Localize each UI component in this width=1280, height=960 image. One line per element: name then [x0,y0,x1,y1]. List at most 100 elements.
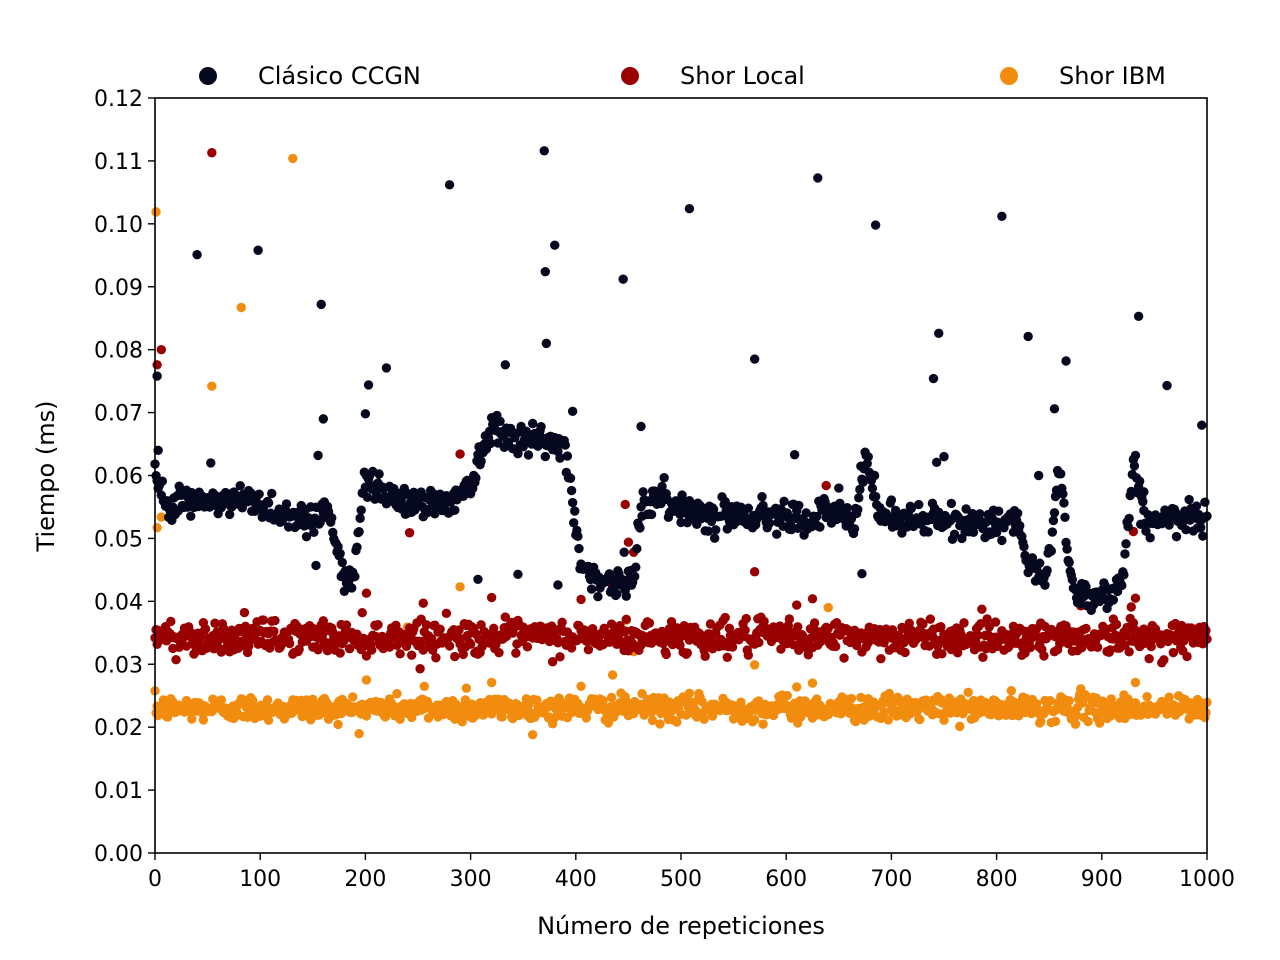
outlier-point [361,588,372,598]
data-point [994,506,1004,516]
data-point [495,416,505,426]
data-point [809,618,820,628]
data-point [1191,501,1202,511]
data-point [923,527,933,537]
data-point [1064,557,1074,568]
x-axis-ticks: 0 100 200 300 400 500 600 700 800 900 1000 [148,853,1235,892]
data-point [883,715,893,725]
outlier-point [207,148,217,158]
data-point [1198,531,1208,541]
outlier-point [823,602,833,613]
data-point [562,451,573,461]
outlier-point [576,681,586,691]
data-point [1105,645,1115,655]
data-point [557,617,567,628]
outlier-point [360,409,371,419]
outlier-point [156,512,167,522]
x-tick-label: 200 [344,867,386,892]
legend: Clásico CCGN Shor Local Shor IBM [199,62,1166,90]
data-point [1117,580,1127,591]
data-point [1040,580,1050,590]
data-point [235,481,245,491]
data-point [743,650,754,660]
data-point [606,692,617,703]
data-point [801,508,811,518]
data-point [1111,619,1122,630]
data-point [1138,496,1148,507]
data-point [782,690,792,701]
y-tick-label: 0.00 [94,842,143,867]
data-point [317,630,327,641]
data-point [216,647,226,657]
data-point [758,719,768,729]
data-point [254,489,264,499]
outlier-point [1197,420,1207,430]
data-point [1124,513,1134,524]
data-point [764,518,775,528]
data-point [354,729,364,739]
data-point [1059,498,1069,508]
data-point [858,477,868,487]
data-point [263,715,274,725]
points-layer [150,146,1212,740]
outlier-point [1162,380,1172,391]
data-point [794,500,804,511]
data-point [921,695,931,705]
outlier-point [318,414,329,424]
data-point [975,509,985,519]
data-point [621,591,631,601]
legend-marker [199,67,217,85]
data-point [1015,521,1025,531]
x-tick-label: 1000 [1179,867,1235,892]
data-point [1006,686,1017,696]
data-point [846,693,857,704]
data-point [362,492,373,503]
data-point [294,644,304,654]
data-point [997,535,1007,546]
data-point [1095,718,1105,728]
outlier-point [618,274,628,284]
data-point [1201,625,1211,636]
data-point [1121,539,1131,549]
outlier-point [156,344,167,355]
data-point [583,644,594,655]
data-point [659,473,669,483]
data-point [1120,549,1130,559]
data-point [476,456,486,466]
y-axis-ticks: 0.00 0.01 0.02 0.03 0.04 0.05 0.06 0.07 0.08 0.09… [94,87,155,867]
outlier-point [1061,356,1071,366]
outlier-point [807,678,818,688]
data-point [1119,570,1129,580]
data-point [666,616,677,627]
data-point [925,614,936,624]
y-tick-label: 0.07 [94,402,143,427]
outlier-point [684,204,695,214]
outlier-point [363,380,374,390]
y-tick-label: 0.10 [94,213,143,238]
data-point [570,506,580,516]
data-point [1195,522,1206,533]
data-point [327,513,337,523]
outlier-point [486,592,497,603]
data-point [672,717,682,727]
data-point [166,616,176,627]
data-point [772,529,782,539]
y-tick-label: 0.06 [94,465,143,490]
data-point [395,714,405,725]
data-point [727,642,738,652]
data-point [644,618,655,628]
outlier-point [207,381,217,391]
data-point [494,647,504,658]
data-point [454,625,464,635]
data-point [722,652,732,663]
outlier-point [928,373,939,384]
data-point [830,641,841,652]
data-point [886,495,897,505]
data-point [1062,544,1072,554]
data-point [839,653,849,663]
data-point [350,571,360,582]
data-point [1025,643,1035,653]
outlier-point [620,499,630,510]
data-point [842,503,852,513]
